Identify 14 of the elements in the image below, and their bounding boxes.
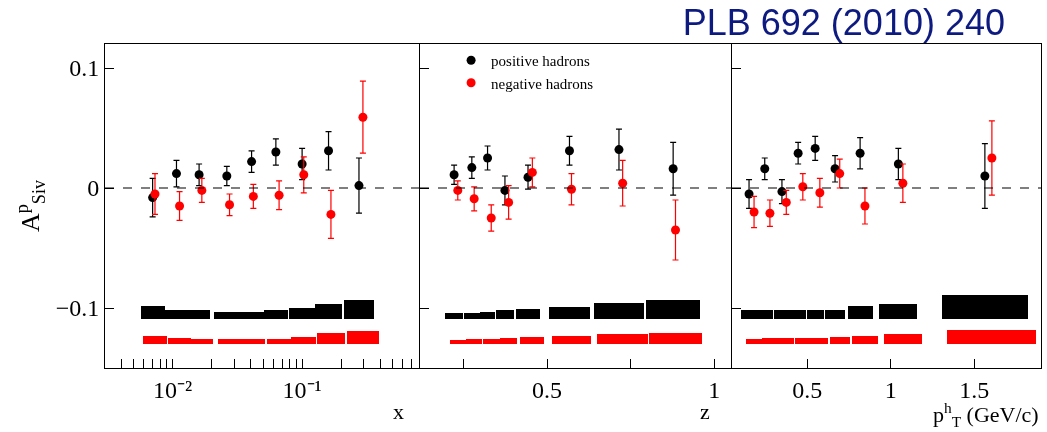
x-axis-title: x	[393, 399, 404, 424]
legend-label: negative hadrons	[491, 75, 594, 92]
x-tick-label: 1	[708, 376, 721, 403]
y-tick-label: 0	[87, 175, 100, 202]
x-axis-title: z	[700, 399, 710, 424]
x-tick-label: 1	[884, 376, 897, 403]
x-tick-label: 10⁻¹	[282, 376, 322, 403]
x-tick-label: 0.5	[792, 376, 823, 403]
x-tick-label: 10⁻²	[153, 376, 193, 403]
x-tick-label: 0.5	[532, 376, 563, 403]
text: PLB 692 (2010) 240	[682, 2, 1005, 44]
y-tick-label: 0.1	[69, 55, 100, 82]
y-tick-label: −0.1	[55, 295, 100, 322]
legend-label: positive hadrons	[491, 53, 590, 70]
